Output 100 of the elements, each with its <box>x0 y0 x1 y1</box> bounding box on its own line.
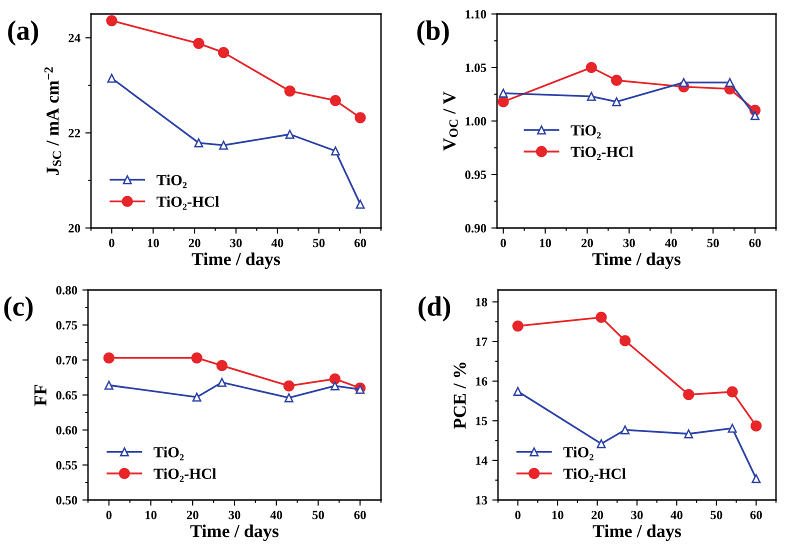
y-tick-label: 14 <box>476 456 488 465</box>
point <box>750 111 760 120</box>
y-tick-label: 0.60 <box>56 426 78 435</box>
point <box>330 381 340 390</box>
point <box>283 380 294 392</box>
y-tick-label: 1.10 <box>466 10 486 19</box>
x-tick-label: 40 <box>271 238 284 248</box>
x-tick-label: 20 <box>581 238 593 248</box>
y-tick-label: 1.05 <box>466 64 486 72</box>
x-tick-label: 10 <box>148 238 159 248</box>
point <box>725 78 734 87</box>
y-tick-label: 0.90 <box>465 224 486 233</box>
x-tick-label: 0 <box>500 238 506 248</box>
legend-label: TiO₂-HCl <box>570 146 634 160</box>
y-tick-label: 0.75 <box>56 321 78 330</box>
point <box>330 146 340 156</box>
y-axis-title: FF <box>34 384 46 406</box>
legend-label: TiO₂ <box>563 446 594 460</box>
chart-title: (b) <box>417 20 449 46</box>
x-tick-label: 50 <box>707 238 719 248</box>
x-tick-label: 10 <box>146 510 157 520</box>
y-tick-label: 15 <box>476 416 488 426</box>
legend-label: TiO₂ <box>154 446 184 460</box>
point <box>106 15 118 26</box>
x-tick-label: 30 <box>623 238 635 248</box>
x-tick-label: 40 <box>270 510 282 520</box>
chart-title: (c) <box>4 296 33 322</box>
point <box>218 46 230 58</box>
point <box>330 94 341 106</box>
chart-title: (a) <box>8 20 38 46</box>
y-tick-label: 24 <box>68 34 80 42</box>
point <box>192 392 202 402</box>
y-tick-label: 0.95 <box>465 170 486 180</box>
point <box>512 320 524 332</box>
legend-label: TiO₂-HCl <box>563 468 626 482</box>
point <box>586 62 597 74</box>
x-axis-title: Time / days <box>192 252 280 269</box>
point <box>284 85 296 97</box>
point <box>107 74 116 83</box>
point <box>750 420 762 432</box>
x-tick-label: 60 <box>354 510 366 520</box>
point <box>216 360 228 372</box>
y-tick-label: 20 <box>68 224 80 232</box>
legend-label: TiO₂-HCl <box>154 468 216 482</box>
y-tick-label: 0.50 <box>56 496 78 505</box>
chart-title: (d) <box>418 296 450 322</box>
x-tick-label: 20 <box>186 510 198 520</box>
y-tick-label: 18 <box>476 298 488 306</box>
point <box>683 389 694 400</box>
point <box>194 138 204 148</box>
point <box>104 380 114 390</box>
y-axis-title: J$_{SC}$ / mA cm$^{−2}$ <box>44 67 62 175</box>
x-tick-label: 50 <box>312 510 324 520</box>
x-axis-title: Time / days <box>592 524 682 541</box>
point <box>611 74 622 86</box>
x-tick-label: 30 <box>228 510 240 520</box>
point <box>612 97 622 106</box>
point <box>103 352 114 364</box>
x-tick-label: 50 <box>313 238 325 248</box>
x-tick-label: 60 <box>750 510 762 520</box>
x-tick-label: 20 <box>592 510 604 520</box>
point <box>354 112 366 124</box>
legend-label: TiO₂ <box>570 124 601 138</box>
x-tick-label: 0 <box>106 510 112 520</box>
point <box>586 92 596 101</box>
point <box>513 386 522 396</box>
y-axis-title: V$_{OC}$ / V <box>443 91 458 151</box>
point <box>284 393 294 402</box>
point <box>679 78 688 87</box>
point <box>356 200 365 209</box>
point <box>191 352 202 364</box>
point <box>193 38 204 50</box>
y-tick-label: 0.70 <box>56 356 78 365</box>
y-tick-label: 0.80 <box>56 286 78 295</box>
point <box>596 312 607 323</box>
legend-label: TiO₂-HCl <box>156 196 220 210</box>
y-tick-label: 16 <box>476 377 488 386</box>
point <box>620 335 631 346</box>
x-axis-title: Time / days <box>592 252 681 269</box>
legend-label: TiO₂ <box>156 174 187 188</box>
x-tick-label: 10 <box>552 510 564 520</box>
point <box>285 130 294 139</box>
x-tick-label: 60 <box>354 238 366 248</box>
point <box>356 384 365 394</box>
point <box>498 88 508 98</box>
x-tick-label: 0 <box>515 510 521 520</box>
point <box>684 429 694 438</box>
x-tick-label: 30 <box>230 238 242 248</box>
point <box>752 474 761 484</box>
point <box>596 439 606 448</box>
x-tick-label: 40 <box>665 238 677 248</box>
point <box>728 424 737 433</box>
point <box>498 96 509 108</box>
point <box>726 386 738 398</box>
x-tick-label: 20 <box>188 238 200 248</box>
point <box>329 373 341 384</box>
x-tick-label: 0 <box>109 238 114 248</box>
y-tick-label: 17 <box>476 338 488 346</box>
x-tick-label: 40 <box>670 510 682 520</box>
x-tick-label: 30 <box>631 510 643 520</box>
